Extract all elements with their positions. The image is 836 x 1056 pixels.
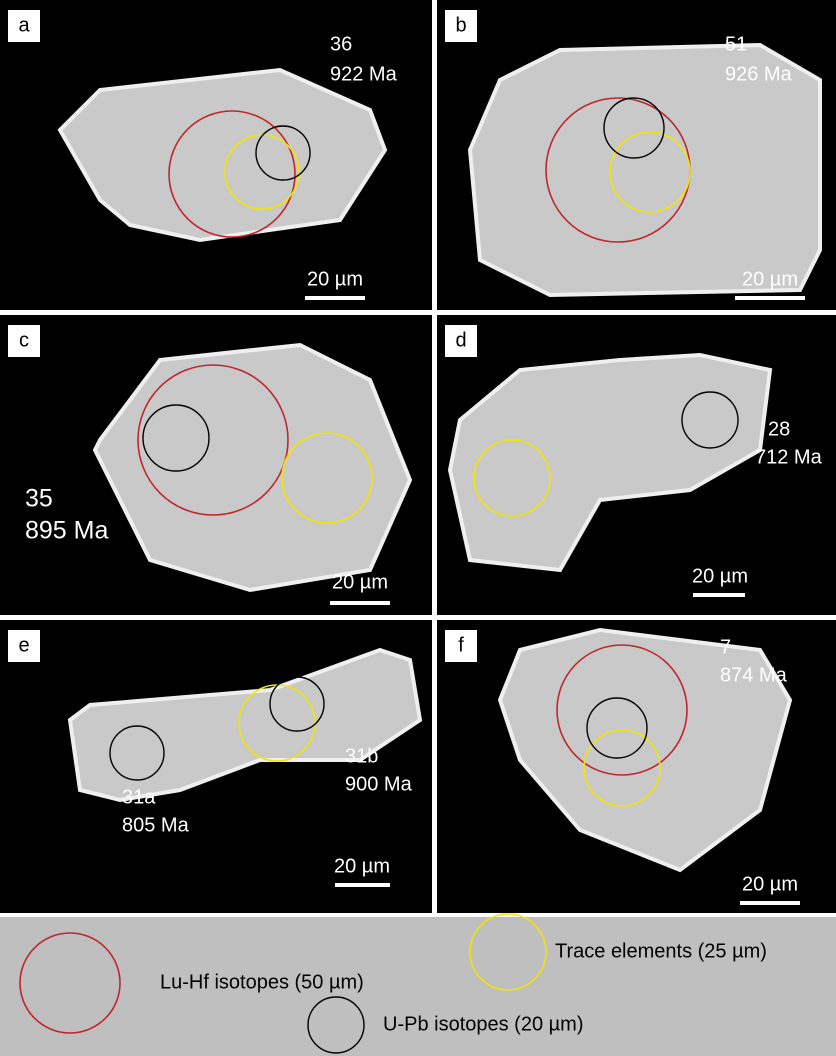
spot-number: 36 bbox=[330, 33, 352, 55]
panel-label: e bbox=[18, 634, 29, 656]
scale-label: 20 µm bbox=[332, 571, 388, 593]
spot-age: 900 Ma bbox=[345, 773, 413, 795]
figure: 20 µm 20 µm 20 µm 20 µm 20 µm 20 µm a b … bbox=[0, 0, 836, 1056]
spot-number: 7 bbox=[720, 636, 731, 658]
panel-label: d bbox=[455, 329, 466, 351]
spot-number: 51 bbox=[725, 33, 747, 55]
scale-label: 20 µm bbox=[307, 268, 363, 290]
scale-label: 20 µm bbox=[334, 855, 390, 877]
spot-age: 922 Ma bbox=[330, 63, 398, 85]
spot-age: 895 Ma bbox=[25, 517, 108, 545]
spot-number: 28 bbox=[768, 418, 790, 440]
legend-label: U-Pb isotopes (20 µm) bbox=[383, 1013, 583, 1035]
legend-label: Trace elements (25 µm) bbox=[555, 940, 767, 962]
scale-label: 20 µm bbox=[742, 268, 798, 290]
spot-number: 31b bbox=[345, 745, 378, 767]
spot-age: 712 Ma bbox=[755, 446, 823, 468]
scale-label: 20 µm bbox=[692, 565, 748, 587]
spot-age: 805 Ma bbox=[122, 814, 190, 836]
spot-age: 926 Ma bbox=[725, 63, 793, 85]
scale-label: 20 µm bbox=[742, 873, 798, 895]
panel-label: b bbox=[455, 14, 466, 36]
panel-label: c bbox=[19, 329, 29, 351]
panel-label: a bbox=[18, 14, 30, 36]
spot-number: 31a bbox=[122, 786, 156, 808]
spot-number: 35 bbox=[25, 485, 53, 513]
legend-label: Lu-Hf isotopes (50 µm) bbox=[160, 971, 364, 993]
spot-age: 874 Ma bbox=[720, 664, 788, 686]
panel-label: f bbox=[458, 634, 464, 656]
